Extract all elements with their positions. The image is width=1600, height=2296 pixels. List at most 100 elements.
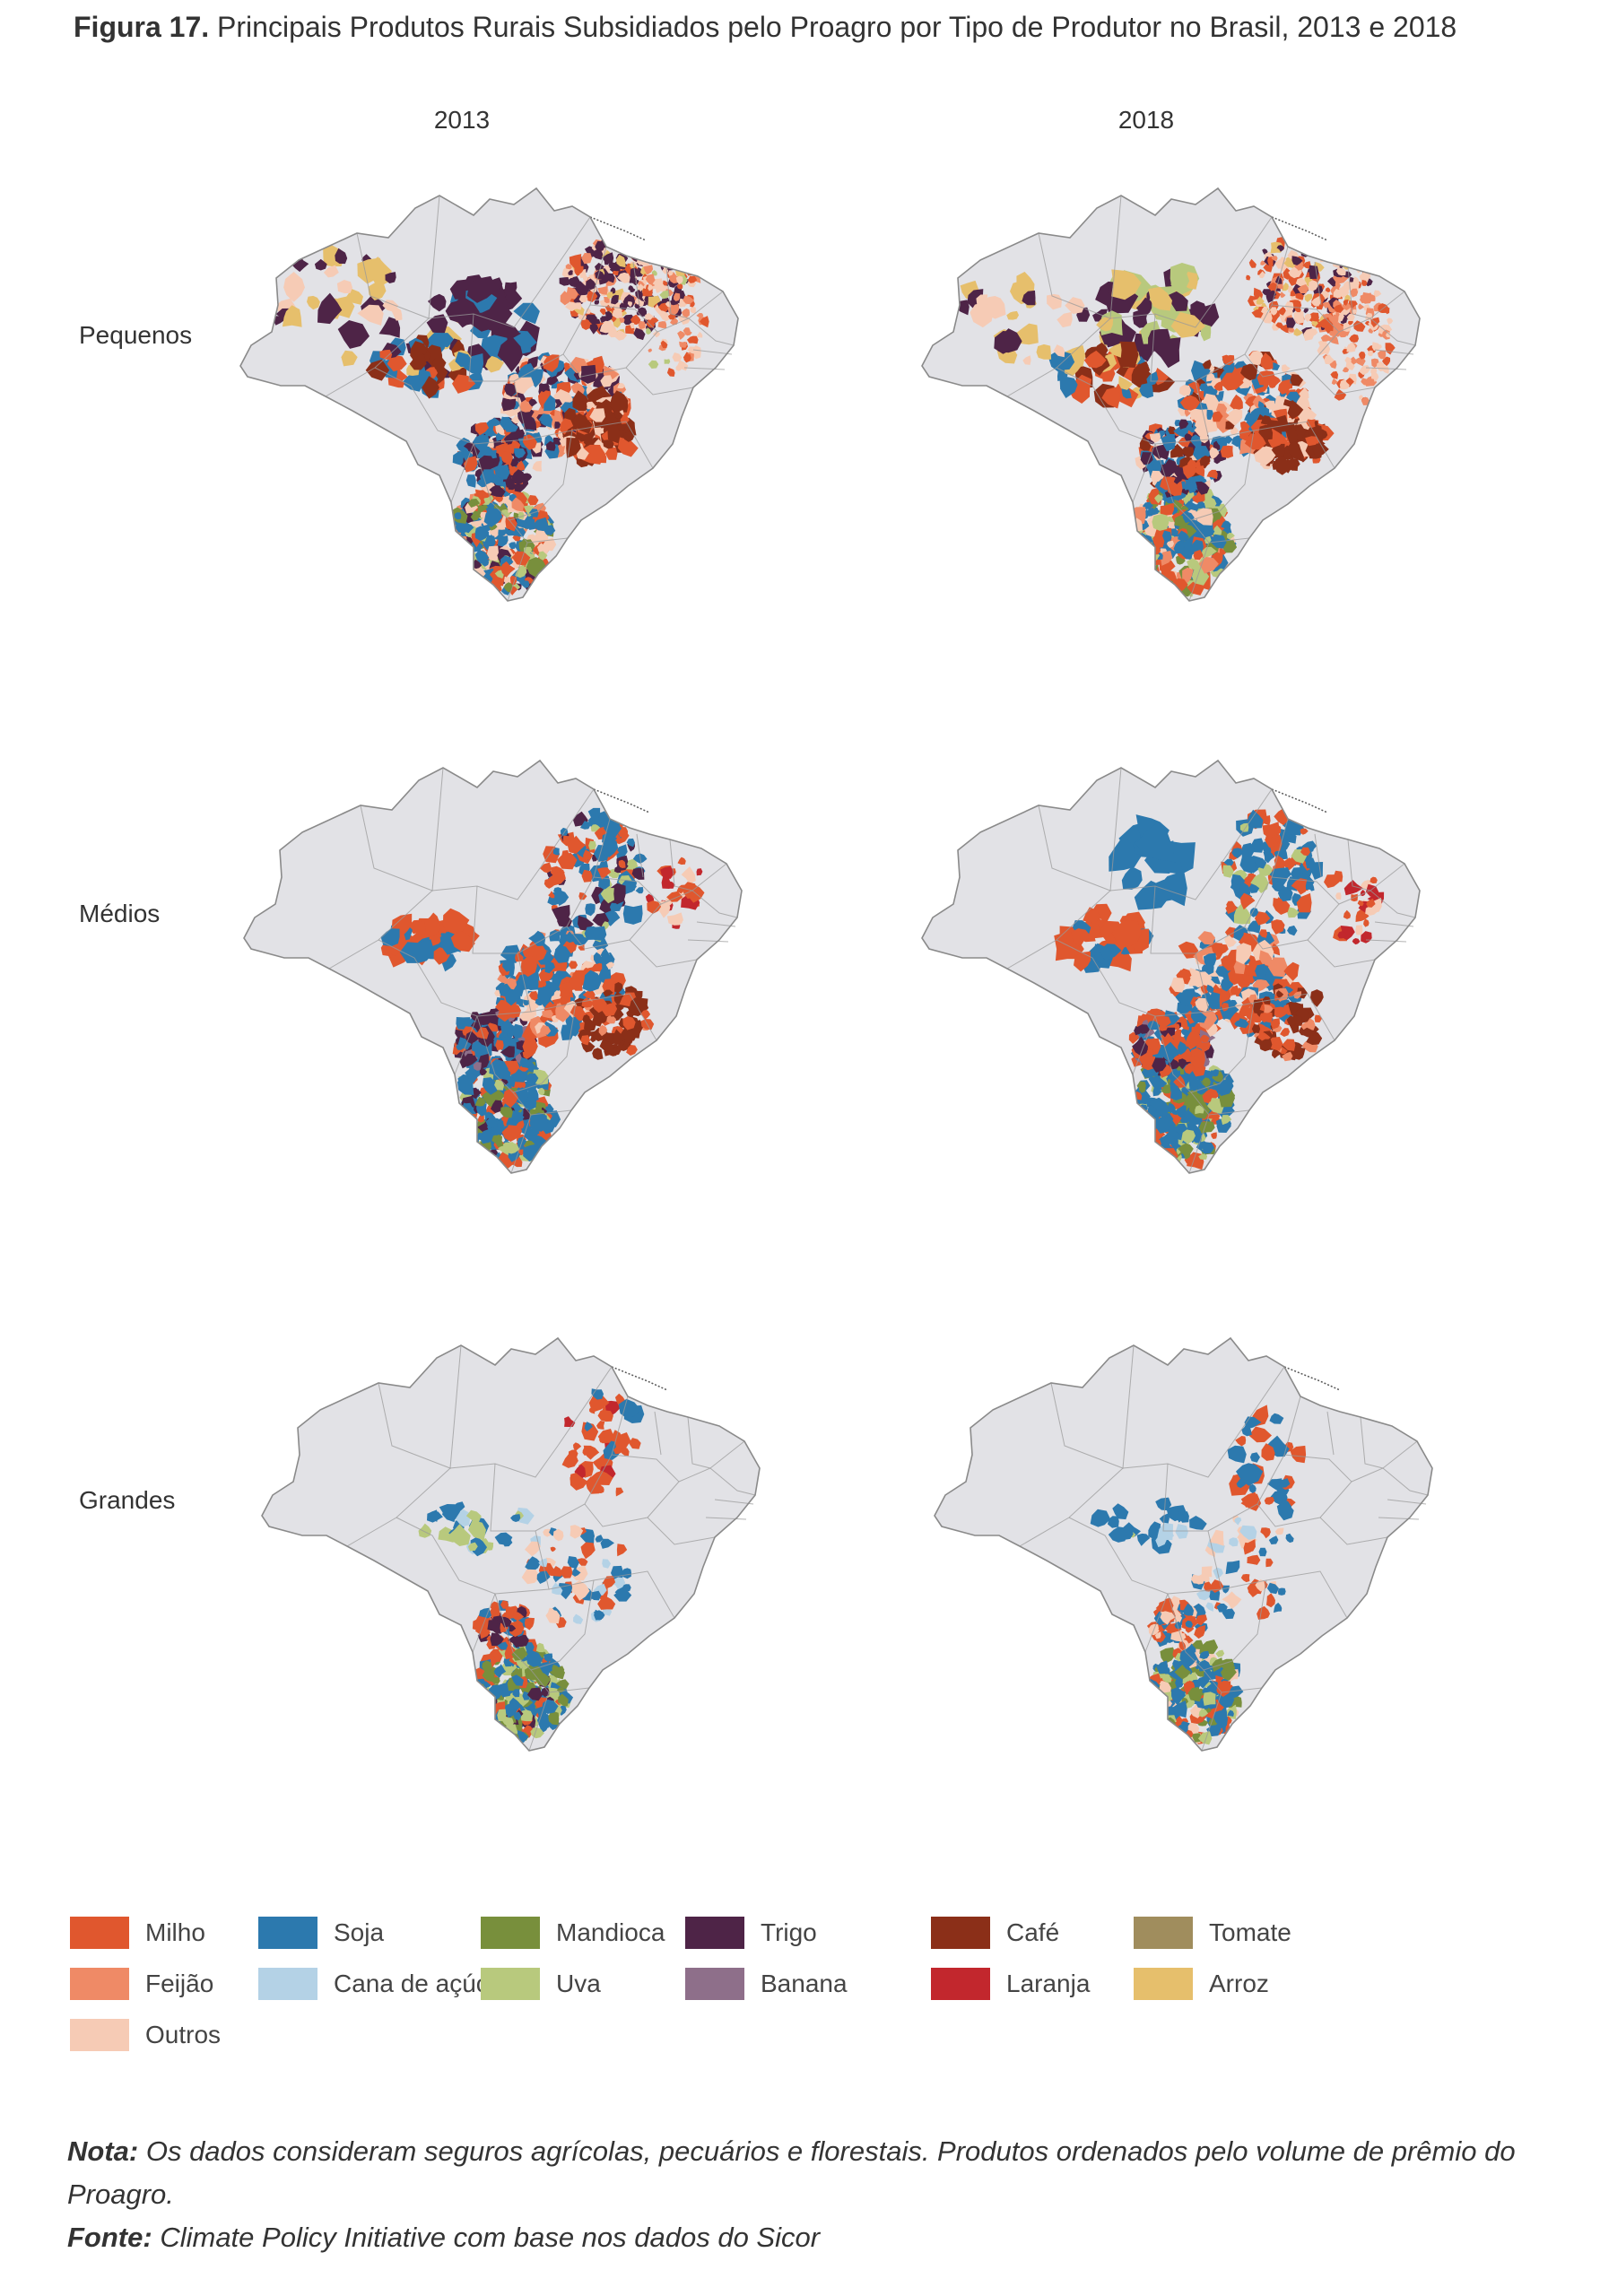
nota-text: Os dados consideram seguros agrícolas, p…: [67, 2135, 1516, 2210]
municipality-patch: [539, 1013, 550, 1023]
municipality-patch: [1361, 291, 1372, 302]
municipality-patch: [378, 317, 401, 338]
municipality-patch: [1149, 432, 1161, 443]
row-label-pequenos: Pequenos: [79, 321, 193, 349]
municipality-patch: [1193, 465, 1205, 477]
municipality-patch: [1109, 834, 1142, 872]
municipality-patch: [620, 235, 631, 248]
municipality-patch: [1264, 1497, 1275, 1505]
municipality-patch: [409, 353, 427, 370]
municipality-patch: [606, 1014, 617, 1024]
state-border: [1154, 1002, 1255, 1093]
state-border: [1370, 317, 1416, 346]
municipality-patch: [1331, 378, 1338, 386]
municipality-patch: [1057, 311, 1073, 328]
municipality-patch: [1293, 309, 1305, 325]
municipality-patch: [1368, 378, 1375, 385]
municipality-patch: [573, 1442, 582, 1452]
state-border: [510, 1114, 532, 1174]
municipality-patch: [1266, 1582, 1279, 1595]
municipality-patch: [1349, 334, 1359, 343]
municipality-patch: [502, 443, 515, 455]
municipality-patch: [1178, 419, 1189, 430]
legend-item-uva: Uva: [481, 1966, 700, 2002]
state-border: [566, 876, 662, 950]
municipality-patch: [570, 1005, 586, 1021]
municipality-patch: [474, 1666, 486, 1682]
municipality-patch: [664, 359, 671, 364]
municipality-patch: [1378, 350, 1387, 360]
municipality-patch: [1223, 858, 1234, 866]
municipality-patch: [1319, 248, 1329, 257]
municipality-patch: [590, 1470, 613, 1485]
municipality-patch: [1224, 435, 1233, 444]
municipality-patch: [1160, 1647, 1176, 1664]
municipality-patch: [1155, 1497, 1172, 1511]
municipality-patch: [1184, 433, 1193, 442]
municipality-patch: [1172, 1659, 1180, 1668]
municipality-patch: [1179, 1127, 1196, 1144]
municipality-patch: [1343, 909, 1351, 919]
country-border: [921, 759, 1421, 1174]
municipality-patch: [1152, 1150, 1161, 1160]
municipality-patch: [1266, 1593, 1275, 1608]
municipality-patch: [1259, 1039, 1273, 1052]
municipality-patch: [1152, 1057, 1167, 1073]
state-border: [1314, 833, 1322, 878]
municipality-patch: [511, 497, 525, 512]
state-border: [1244, 876, 1340, 950]
state-border: [691, 890, 738, 918]
legend-label: Milho: [145, 1918, 205, 1946]
municipality-patch: [572, 413, 593, 434]
municipality-patch: [1074, 951, 1091, 972]
municipality-patch: [594, 300, 600, 305]
municipality-patch: [1139, 535, 1153, 548]
municipality-patch: [1280, 1028, 1291, 1037]
municipality-patch: [540, 862, 552, 874]
municipality-patch: [451, 1100, 460, 1111]
municipality-patch: [475, 1618, 489, 1633]
municipality-patch: [619, 317, 625, 324]
municipality-patch: [514, 1637, 521, 1645]
municipality-patch: [505, 1142, 520, 1154]
municipality-patch: [1174, 1023, 1180, 1031]
municipality-patch: [1194, 1625, 1205, 1639]
municipality-patch: [581, 444, 604, 465]
municipality-patch: [1136, 546, 1149, 557]
municipality-patch: [387, 367, 408, 387]
municipality-patch: [1258, 1547, 1267, 1557]
municipality-patch: [543, 1653, 553, 1663]
state-border: [1319, 1517, 1388, 1545]
municipality-patch: [1258, 424, 1274, 440]
municipality-patch: [1160, 1041, 1181, 1064]
municipality-patch: [584, 926, 601, 941]
municipality-patch: [1188, 1078, 1203, 1091]
state-border: [428, 216, 591, 328]
municipality-patch: [335, 248, 348, 265]
municipality-patch: [1173, 1075, 1186, 1088]
municipality-patch: [505, 988, 521, 1006]
municipality-patch: [509, 1622, 525, 1638]
municipality-patch: [1188, 1118, 1196, 1126]
municipality-patch: [1323, 301, 1330, 309]
municipality-patch: [1286, 309, 1293, 316]
municipality-patch: [457, 1037, 472, 1050]
municipality-patch: [336, 280, 352, 294]
municipality-patch: [1255, 963, 1268, 978]
legend-item-mandioca: Mandioca: [481, 1915, 700, 1951]
municipality-patch: [1286, 317, 1296, 328]
municipality-patch: [526, 1094, 536, 1110]
municipality-patch: [476, 579, 488, 588]
municipality-patch: [657, 251, 664, 259]
municipality-patch: [448, 546, 462, 558]
municipality-patch: [1293, 327, 1303, 336]
state-border: [1307, 367, 1376, 396]
municipality-patch: [1168, 426, 1177, 434]
municipality-patch: [500, 561, 516, 578]
municipality-patch: [1160, 1610, 1176, 1625]
municipality-patch: [1235, 1436, 1247, 1447]
municipality-patch: [1227, 1709, 1234, 1717]
state-border: [1365, 367, 1407, 370]
municipality-patch: [618, 1398, 640, 1419]
municipality-patch: [564, 931, 575, 944]
